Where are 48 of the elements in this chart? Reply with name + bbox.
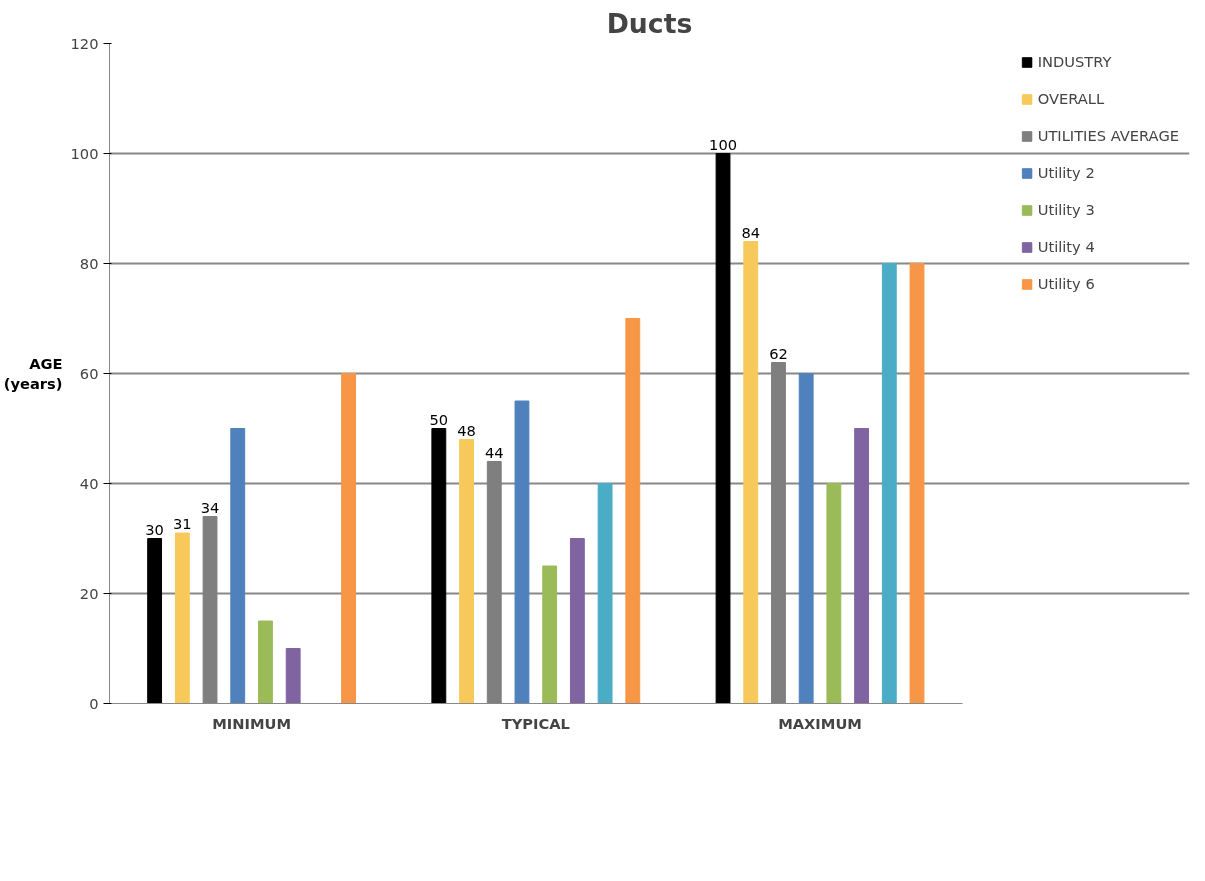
bar [826, 483, 842, 704]
bar [258, 620, 273, 704]
y-tick-label: 40 [79, 474, 99, 492]
bar [459, 439, 474, 704]
data-label: 34 [200, 498, 220, 516]
bar [715, 153, 731, 704]
y-tick-label: 80 [79, 254, 99, 272]
legend-label: Utility 2 [1037, 164, 1095, 181]
bar [341, 373, 357, 704]
legend-label: INDUSTRY [1037, 53, 1112, 70]
legend-label: Utility 4 [1037, 238, 1095, 255]
bar [230, 428, 246, 704]
chart-title: Ducts [606, 7, 693, 39]
bar [909, 263, 925, 704]
y-tick-label: 20 [79, 584, 99, 602]
data-label: 31 [173, 515, 192, 532]
bar [854, 428, 870, 704]
y-tick-label: 100 [70, 144, 99, 162]
bar [569, 538, 585, 704]
data-label: 44 [484, 443, 504, 461]
bar [174, 532, 190, 704]
bar [542, 565, 558, 704]
y-axis-title: AGE (years) [3, 354, 63, 393]
data-label: 100 [709, 135, 738, 153]
bar [431, 428, 447, 704]
data-label: 30 [145, 520, 164, 538]
bar [625, 318, 641, 704]
data-label: 84 [741, 223, 761, 241]
bar [881, 263, 897, 704]
x-tick-label: MAXIMUM [778, 714, 862, 732]
data-label: 62 [769, 344, 788, 362]
bar [514, 400, 530, 704]
data-label: 50 [429, 410, 449, 428]
x-tick-label: MINIMUM [212, 714, 292, 732]
bar [743, 241, 759, 704]
y-tick-label: 120 [70, 34, 99, 52]
legend-label: UTILITIES AVERAGE [1037, 127, 1179, 144]
bar [597, 483, 613, 704]
bar [285, 648, 301, 704]
legend-label: Utility 3 [1037, 201, 1095, 218]
bar [147, 538, 163, 704]
bar [798, 373, 814, 704]
legend-label: OVERALL [1037, 90, 1105, 107]
data-label: 48 [457, 421, 476, 439]
x-tick-label: TYPICAL [501, 714, 570, 732]
y-tick-label: 60 [79, 364, 99, 382]
legend-label: Utility 6 [1037, 275, 1095, 292]
y-tick-label: 0 [89, 694, 99, 712]
